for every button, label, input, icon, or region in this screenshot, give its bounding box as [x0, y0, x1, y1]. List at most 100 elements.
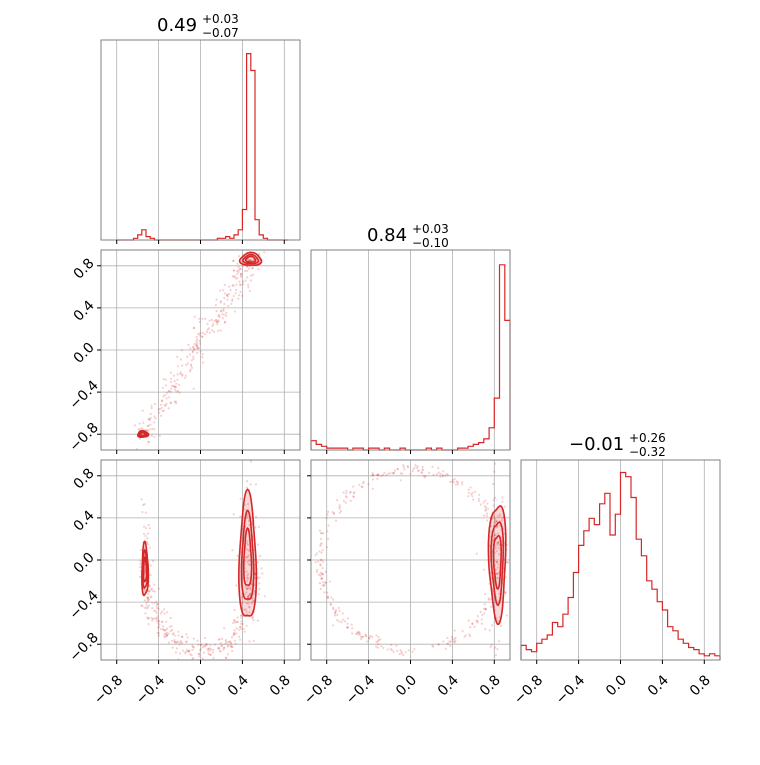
s32-sample-point — [484, 628, 487, 631]
s31-sample-point — [261, 572, 264, 575]
s21-yticklabel-0: −0.8 — [66, 420, 101, 455]
s32-sample-point — [479, 503, 482, 506]
s21-sample-point — [188, 353, 191, 356]
s31-sample-point — [146, 537, 149, 540]
s31-sample-point — [165, 620, 168, 623]
s31-sample-point — [140, 548, 143, 552]
panel-row3-col2: −0.8 −0.4 0.0 0.4 0.8 — [301, 459, 511, 708]
s21-sample-point — [164, 378, 167, 381]
s32-sample-point — [454, 483, 458, 486]
s32-sample-point — [416, 465, 419, 468]
s32-sample-point — [453, 477, 456, 481]
s21-sample-point — [201, 361, 205, 364]
s31-sample-point — [258, 582, 261, 585]
s31-sample-point — [239, 625, 242, 628]
s32-sample-point — [383, 471, 386, 475]
s31-sample-point — [245, 624, 248, 627]
title-diag-3: −0.01 +0.26 −0.32 — [569, 431, 666, 459]
s31-sample-point — [218, 647, 221, 650]
s32-sample-point — [349, 499, 352, 502]
s31-sample-point — [157, 625, 160, 628]
s32-sample-point — [323, 583, 326, 587]
s21-sample-point — [214, 318, 218, 321]
s31-sample-point — [199, 643, 202, 647]
s32-xticklabel-2: 0.0 — [393, 672, 420, 699]
s21-sample-point — [166, 391, 169, 394]
s32-sample-point — [317, 560, 320, 563]
s21-sample-point — [231, 284, 234, 287]
s21-sample-point — [189, 368, 192, 371]
s31-sample-point — [157, 634, 160, 637]
s32-sample-point — [494, 521, 497, 525]
s21-sample-point — [250, 274, 253, 277]
s31-sample-point — [155, 607, 159, 610]
s32-sample-point — [327, 537, 330, 540]
s32-sample-point — [494, 520, 497, 523]
s31-sample-point — [173, 640, 176, 643]
s32-sample-point — [464, 634, 467, 637]
s31-sample-point — [241, 602, 244, 605]
s21-sample-point — [148, 418, 151, 421]
s31-sample-point — [179, 641, 182, 644]
s32-sample-point — [414, 464, 417, 467]
s21-sample-point — [189, 370, 192, 373]
s31-sample-point — [157, 587, 160, 590]
s32-sample-point — [320, 542, 323, 545]
s32-sample-point — [448, 640, 451, 643]
s32-sample-point — [497, 540, 500, 543]
s32-sample-point — [377, 636, 380, 639]
s31-sample-point — [231, 549, 234, 552]
s32-sample-point — [362, 482, 365, 485]
s32-sample-point — [360, 485, 363, 488]
title-diag-2: 0.84 +0.03 −0.10 — [367, 222, 449, 250]
s21-sample-point — [236, 262, 239, 265]
s21-sample-point — [225, 293, 229, 296]
s31-sample-point — [245, 556, 248, 559]
s21-sample-point — [223, 320, 227, 324]
s32-sample-point — [368, 636, 371, 640]
s31-sample-point — [254, 526, 257, 529]
s21-sample-point — [181, 373, 184, 376]
s32-sample-point — [332, 624, 335, 627]
s21-sample-point — [219, 301, 222, 304]
s32-sample-point — [477, 500, 481, 503]
s21-sample-point — [175, 390, 178, 393]
s31-yticklabel-1: −0.4 — [66, 588, 101, 623]
s21-sample-point — [147, 441, 150, 444]
s31-sample-point — [143, 503, 146, 506]
s32-sample-point — [344, 620, 347, 623]
s32-sample-point — [480, 622, 483, 625]
s31-sample-point — [155, 600, 158, 603]
s32-sample-point — [377, 473, 380, 477]
s32-sample-point — [379, 638, 382, 641]
s32-sample-point — [480, 618, 483, 621]
s32-sample-point — [497, 541, 500, 544]
s31-sample-point — [248, 640, 251, 643]
s32-sample-point — [350, 623, 353, 626]
s32-sample-point — [487, 598, 490, 601]
s31-sample-point — [170, 628, 174, 632]
s31-sample-point — [150, 588, 153, 591]
s32-sample-point — [494, 568, 497, 571]
s32-sample-point — [371, 478, 374, 481]
s31-sample-point — [155, 617, 158, 620]
s21-sample-point — [174, 402, 178, 405]
s31-sample-point — [146, 606, 149, 609]
d3-xticklabel-4: 0.8 — [687, 672, 714, 699]
s31-sample-point — [250, 584, 253, 587]
s32-sample-point — [487, 597, 490, 600]
s31-sample-point — [247, 559, 251, 562]
s32-sample-point — [484, 607, 487, 610]
s21-sample-point — [196, 338, 199, 341]
s21-sample-point — [229, 289, 232, 292]
s32-sample-point — [421, 465, 424, 469]
s31-sample-point — [152, 559, 155, 563]
s31-sample-point — [147, 524, 150, 527]
s32-sample-point — [506, 561, 510, 564]
s31-sample-point — [192, 637, 195, 640]
s31-sample-point — [245, 516, 248, 519]
s21-sample-point — [235, 288, 238, 292]
s32-sample-point — [323, 591, 326, 594]
s32-sample-point — [446, 636, 449, 640]
